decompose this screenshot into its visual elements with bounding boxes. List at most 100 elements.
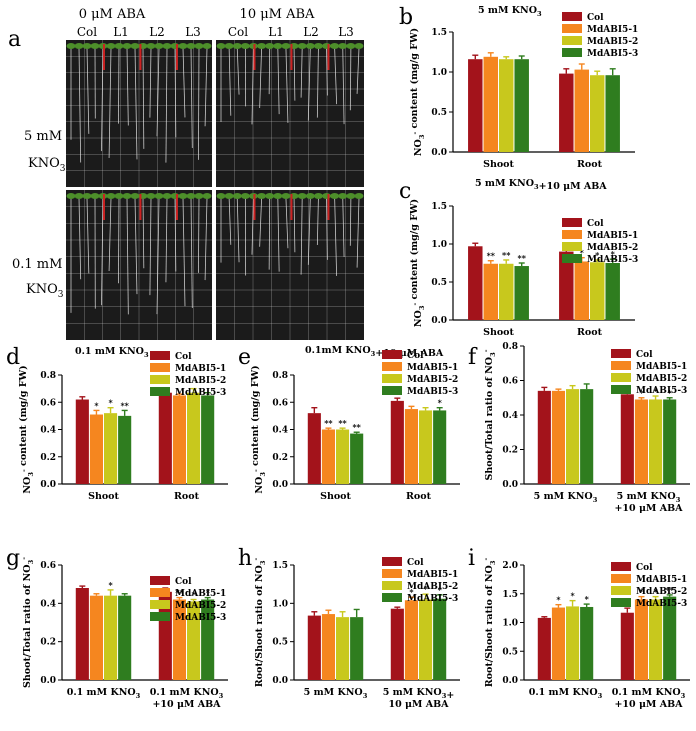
x-category-label: 0.1 mM KNO3 xyxy=(67,687,141,700)
significance-star: * xyxy=(94,400,99,410)
chart-f-ylabel: Shoot/Total ratio of NO3- xyxy=(482,349,497,480)
legend-label-mdabi5-3: MdABI5-3 xyxy=(587,255,638,265)
bar-mdabi5-1 xyxy=(321,429,335,484)
chart-b-title: 5 mM KNO3 xyxy=(478,5,542,18)
seedling-root xyxy=(277,197,280,272)
seedling-leaf xyxy=(248,193,258,199)
legend-swatch-mdabi5-3 xyxy=(611,385,631,394)
significance-star: * xyxy=(108,398,113,408)
condition-label-0-aba: 0 μM ABA xyxy=(79,7,146,22)
chart-g-ylabel: Shoot/Total ratio of NO3- xyxy=(20,557,35,688)
legend-swatch-mdabi5-2 xyxy=(150,375,170,384)
seedling-root xyxy=(78,47,82,163)
significance-star: * xyxy=(206,588,211,598)
seedling-leaf xyxy=(106,193,116,199)
seedling-root xyxy=(356,197,360,268)
y-tick-label: 1.5 xyxy=(431,28,447,38)
seedling-root xyxy=(149,197,152,296)
legend-label-mdabi5-3: MdABI5-3 xyxy=(407,387,458,397)
y-tick-label: 0.5 xyxy=(431,108,447,118)
seedling-leaf xyxy=(170,43,180,49)
legend-label-mdabi5-1: MdABI5-1 xyxy=(636,362,687,372)
legend-label-col: Col xyxy=(175,352,192,362)
bar-mdabi5-1 xyxy=(172,599,186,680)
seedling-leaf xyxy=(313,43,323,49)
legend-swatch-mdabi5-3 xyxy=(150,612,170,621)
column-label-col-right: Col xyxy=(228,25,248,39)
seedling-root xyxy=(156,197,160,315)
seedling-leaf xyxy=(216,193,226,199)
legend-label-mdabi5-2: MdABI5-2 xyxy=(407,375,458,385)
bar-mdabi5-2 xyxy=(499,263,514,320)
legend-label-col: Col xyxy=(175,577,192,587)
significance-star: ** xyxy=(352,422,361,432)
legend-label-mdabi5-2: MdABI5-2 xyxy=(407,582,458,592)
panel-label-c: c xyxy=(399,179,411,204)
seedling-root xyxy=(342,47,345,125)
seedling-root xyxy=(268,197,271,270)
bar-mdabi5-1 xyxy=(483,56,498,152)
legend-label-mdabi5-1: MdABI5-1 xyxy=(175,364,226,374)
seedling-leaf xyxy=(162,193,172,199)
column-label-l3-left: L3 xyxy=(185,25,201,39)
bar-mdabi5-2 xyxy=(566,606,580,680)
chart-g: 0.0 0.2 0.4 0.6 Shoot/Total ratio of NO3- * 0.… xyxy=(20,557,228,710)
legend-label-mdabi5-1: MdABI5-1 xyxy=(175,589,226,599)
x-category-label: Shoot xyxy=(88,491,119,502)
chart-h: 0.0 0.5 1.0 1.5 Root/Shoot ratio of NO3- 5 mM… xyxy=(252,557,460,710)
chart-i-ylabel: Root/Shoot ratio of NO3- xyxy=(482,558,497,688)
legend-swatch-col xyxy=(562,12,582,21)
y-tick-label: 1.0 xyxy=(431,68,447,78)
chart-e: 0.0 0.2 0.4 0.6 0.8 NO3- content (mg/g FW) 0.1… xyxy=(250,345,460,502)
bar-mdabi5-3 xyxy=(514,59,529,153)
seedling-root xyxy=(356,47,360,94)
seedling-root xyxy=(326,197,328,260)
seedling-root xyxy=(134,197,138,295)
bar-mdabi5-2 xyxy=(419,410,433,484)
legend-label-mdabi5-3: MdABI5-3 xyxy=(587,49,638,59)
seedling-leaf xyxy=(354,193,364,199)
legend-label-mdabi5-2: MdABI5-2 xyxy=(636,374,687,384)
bar-col xyxy=(468,59,483,153)
y-tick-label: 0.4 xyxy=(40,599,56,609)
bar-mdabi5-2 xyxy=(187,392,201,484)
legend-label-mdabi5-3: MdABI5-3 xyxy=(407,594,458,604)
panel-label-b: b xyxy=(399,5,413,30)
x-category-label: 0.1 mM KNO3 xyxy=(612,687,686,700)
bar-col xyxy=(537,617,551,680)
seedling-leaf xyxy=(265,43,275,49)
y-tick-label: 1.0 xyxy=(502,619,518,629)
significance-star: ** xyxy=(120,400,129,410)
seedling-leaf xyxy=(305,193,315,199)
seedling-root xyxy=(190,47,193,148)
bar-mdabi5-2 xyxy=(649,599,663,680)
seedling-leaf xyxy=(313,193,323,199)
seedling-root xyxy=(316,197,319,246)
column-label-l1-left: L1 xyxy=(113,25,129,39)
seedling-root xyxy=(142,47,145,149)
seedling-root xyxy=(198,197,200,273)
seedling-leaf xyxy=(224,193,234,199)
bar-mdabi5-1 xyxy=(574,261,589,320)
legend-swatch-mdabi5-1 xyxy=(150,363,170,372)
chart-d-title: 0.1 mM KNO3 xyxy=(75,346,149,359)
x-category-label: 10 μM ABA xyxy=(388,699,449,710)
seedling-leaf xyxy=(178,43,188,49)
y-tick-label: 0.2 xyxy=(40,453,56,463)
y-tick-label: 0.8 xyxy=(272,371,288,381)
seedling-leaf xyxy=(130,43,140,49)
seedling-root xyxy=(126,197,129,315)
legend-swatch-col xyxy=(382,557,402,566)
bar-mdabi5-2 xyxy=(590,262,605,320)
x-category-label: +10 μM ABA xyxy=(614,699,683,710)
seedling-leaf xyxy=(202,43,212,49)
seedling-leaf xyxy=(322,43,332,49)
seedling-leaf xyxy=(232,193,242,199)
seedling-leaf xyxy=(240,193,250,199)
seedling-leaf xyxy=(338,43,348,49)
row-label-5mm-line1: 5 mM xyxy=(24,129,62,144)
significance-star: * xyxy=(570,591,575,601)
chart-e-title: 0.1mM KNO3+10 μM ABA xyxy=(305,345,444,359)
y-tick-label: 0.2 xyxy=(502,446,518,456)
